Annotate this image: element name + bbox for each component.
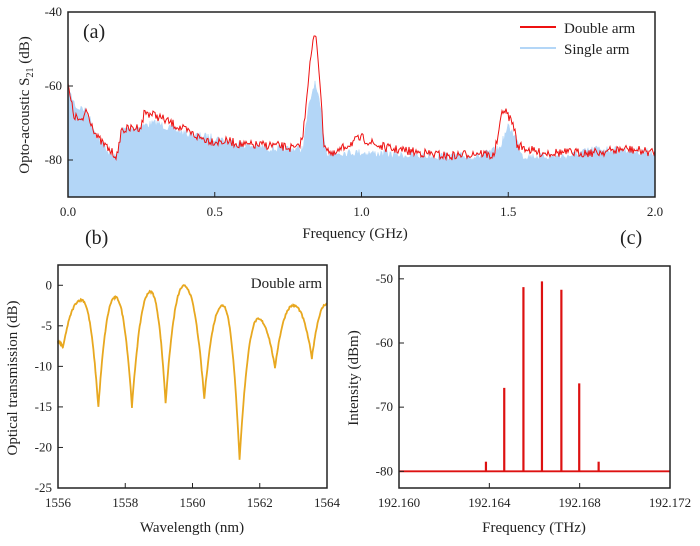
panel-c-frame xyxy=(398,265,671,489)
ylabel-main: Opto-acoustic S xyxy=(17,78,33,174)
ylabel-unit: (dB) xyxy=(17,36,33,67)
panel-1-ytick-label: 0 xyxy=(46,277,53,292)
panel-0-ytick-label: -80 xyxy=(45,152,62,167)
panel-b-ylabel: Optical transmission (dB) xyxy=(5,301,21,456)
panel-2-xtick-label: 192.164 xyxy=(468,495,511,510)
panel-b-label: (b) xyxy=(85,227,108,249)
panel-1-xtick-label: 1556 xyxy=(45,495,72,510)
panel-b-annotation: Double arm xyxy=(251,276,323,292)
series-single-arm xyxy=(67,80,656,198)
panel-1-ytick-label: -5 xyxy=(41,318,52,333)
panel-1-ytick-label: -10 xyxy=(35,358,52,373)
panel-b-xlabel: Wavelength (nm) xyxy=(140,520,244,536)
panel-c-label: (c) xyxy=(620,227,642,249)
panel-a-axes: 0.0 0.5 1.0 1.5 2.0 -40 -60 -80 xyxy=(45,4,663,219)
panel-0-xtick-label: 1.5 xyxy=(500,204,516,219)
panel-1-xtick-label: 1564 xyxy=(314,495,341,510)
panel-0-xtick-label: 1.0 xyxy=(353,204,369,219)
panel-1-xtick-label: 1558 xyxy=(112,495,138,510)
panel-2-xtick-label: 192.168 xyxy=(559,495,601,510)
panel-2-ytick-label: -80 xyxy=(376,463,393,478)
ylabel-subscript: 21 xyxy=(25,68,36,78)
panel-1-ytick-label: -25 xyxy=(35,480,52,495)
panel-0-xtick-label: 0.0 xyxy=(60,204,76,219)
panel-1-ytick-label: -15 xyxy=(35,399,52,414)
legend-label-double-arm: Double arm xyxy=(564,21,636,37)
panel-0-ytick-label: -40 xyxy=(45,4,62,19)
panel-2-ytick-label: -60 xyxy=(376,335,393,350)
panel-b-axes: 1556 1558 1560 1562 1564 0 -5 -10 -15 -20 -25 xyxy=(35,277,341,510)
legend-label-single-arm: Single arm xyxy=(564,42,630,58)
panel-b-plot-area xyxy=(57,284,328,460)
panel-c-ylabel: Intensity (dBm) xyxy=(346,330,362,425)
panel-2-xtick-label: 192.160 xyxy=(378,495,420,510)
panel-0-xtick-label: 0.5 xyxy=(207,204,223,219)
panel-1-xtick-label: 1562 xyxy=(247,495,273,510)
panel-2-ytick-label: -70 xyxy=(376,399,393,414)
panel-a-ylabel: Opto-acoustic S21 (dB) xyxy=(17,36,36,173)
panel-2-xtick-label: 192.172 xyxy=(649,495,691,510)
panel-a-xlabel: Frequency (GHz) xyxy=(302,226,407,242)
series-double-arm xyxy=(67,35,656,162)
panel-c-plot-area xyxy=(399,281,670,473)
panel-c-xlabel: Frequency (THz) xyxy=(482,520,586,536)
panel-1-xtick-label: 1560 xyxy=(180,495,206,510)
panel-a: 0.0 0.5 1.0 1.5 2.0-40-60-80 (a) Double arm … xyxy=(17,4,663,242)
panel-a-label: (a) xyxy=(83,21,105,43)
panel-1-ytick-label: -20 xyxy=(35,439,52,454)
panel-c: 192.160 192.164 192.168 192.172 -50 -60 -70 -80… xyxy=(346,227,691,536)
panel-c-axes: 192.160 192.164 192.168 192.172 -50 -60 -70 -80 xyxy=(376,271,691,510)
panel-0-xtick-label: 2.0 xyxy=(647,204,663,219)
panel-2-ytick-label: -50 xyxy=(376,271,393,286)
panel-a-plot-area xyxy=(67,35,656,198)
panel-0-ytick-label: -60 xyxy=(45,78,62,93)
transmission-curve xyxy=(57,284,328,460)
